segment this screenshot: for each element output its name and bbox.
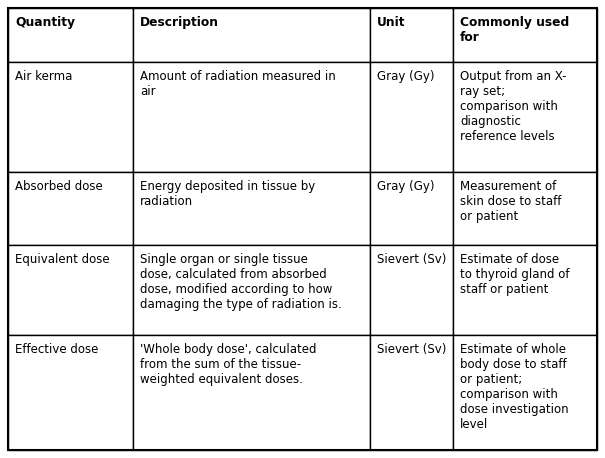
Bar <box>453 245 597 335</box>
Bar <box>453 8 597 62</box>
Bar <box>8 62 133 172</box>
Bar <box>8 8 133 62</box>
Text: Estimate of whole
body dose to staff
or patient;
comparison with
dose investigat: Estimate of whole body dose to staff or … <box>460 343 569 431</box>
Text: Sievert (Sv): Sievert (Sv) <box>377 253 446 266</box>
Bar <box>370 8 453 62</box>
Text: Single organ or single tissue
dose, calculated from absorbed
dose, modified acco: Single organ or single tissue dose, calc… <box>140 253 342 311</box>
Bar <box>133 8 370 62</box>
Text: Measurement of
skin dose to staff
or patient: Measurement of skin dose to staff or pat… <box>460 180 561 223</box>
Text: Commonly used
for: Commonly used for <box>460 16 569 44</box>
Text: Sievert (Sv): Sievert (Sv) <box>377 343 446 356</box>
Bar <box>370 62 453 172</box>
Text: Output from an X-
ray set;
comparison with
diagnostic
reference levels: Output from an X- ray set; comparison wi… <box>460 70 566 143</box>
Bar <box>133 62 370 172</box>
Text: Effective dose: Effective dose <box>15 343 99 356</box>
Text: Quantity: Quantity <box>15 16 75 29</box>
Bar <box>8 245 133 335</box>
Bar <box>453 335 597 450</box>
Text: Energy deposited in tissue by
radiation: Energy deposited in tissue by radiation <box>140 180 315 208</box>
Text: Description: Description <box>140 16 219 29</box>
Bar <box>133 335 370 450</box>
Text: Gray (Gy): Gray (Gy) <box>377 70 434 83</box>
Bar <box>133 245 370 335</box>
Text: 'Whole body dose', calculated
from the sum of the tissue-
weighted equivalent do: 'Whole body dose', calculated from the s… <box>140 343 316 386</box>
Text: Gray (Gy): Gray (Gy) <box>377 180 434 193</box>
Bar <box>8 172 133 245</box>
Bar <box>8 335 133 450</box>
Text: Amount of radiation measured in
air: Amount of radiation measured in air <box>140 70 336 98</box>
Text: Air kerma: Air kerma <box>15 70 73 83</box>
Text: Equivalent dose: Equivalent dose <box>15 253 110 266</box>
Bar <box>453 172 597 245</box>
Text: Unit: Unit <box>377 16 405 29</box>
Text: Estimate of dose
to thyroid gland of
staff or patient: Estimate of dose to thyroid gland of sta… <box>460 253 569 296</box>
Bar <box>370 172 453 245</box>
Bar <box>370 245 453 335</box>
Bar <box>453 62 597 172</box>
Bar <box>370 335 453 450</box>
Bar <box>133 172 370 245</box>
Text: Absorbed dose: Absorbed dose <box>15 180 103 193</box>
